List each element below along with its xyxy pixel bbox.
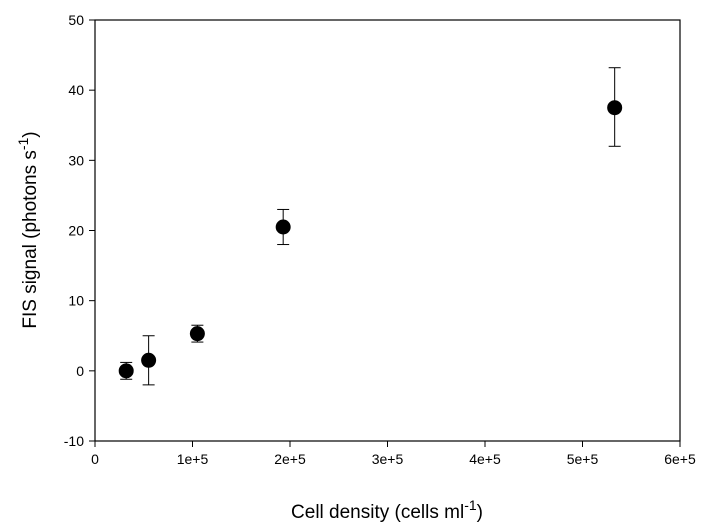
x-axis-title-close: ) xyxy=(477,502,483,523)
data-point xyxy=(607,100,623,116)
x-axis-title: Cell density (cells ml-1) xyxy=(291,497,483,523)
y-axis-title-close: ) xyxy=(20,131,41,137)
y-tick-label: 20 xyxy=(68,223,84,239)
x-tick-label: 4e+5 xyxy=(469,451,501,467)
y-axis-title-sup: -1 xyxy=(15,137,31,150)
x-tick-label: 5e+5 xyxy=(567,451,599,467)
data-point xyxy=(189,326,205,342)
y-axis-title-text: FIS signal (photons s xyxy=(20,150,41,328)
y-tick-label: -10 xyxy=(64,433,84,449)
x-tick-label: 3e+5 xyxy=(372,451,404,467)
x-axis-title-sup: -1 xyxy=(464,497,477,513)
data-points xyxy=(118,100,623,379)
x-tick-label: 2e+5 xyxy=(274,451,306,467)
y-tick-label: 0 xyxy=(76,363,84,379)
x-tick-label: 1e+5 xyxy=(177,451,209,467)
y-tick-label: 30 xyxy=(68,152,84,168)
data-point xyxy=(141,352,157,368)
y-tick-label: 10 xyxy=(68,293,84,309)
y-tick-label: 50 xyxy=(68,12,84,28)
axis-tick-labels: 0 1e+5 2e+5 3e+5 4e+5 5e+5 6e+5 -10 0 10 20 30 40 50 xyxy=(64,12,696,467)
y-tick-label: 40 xyxy=(68,82,84,98)
x-axis-title-text: Cell density (cells ml xyxy=(291,502,464,523)
plot-frame xyxy=(94,19,681,442)
y-axis-title: FIS signal (photons s-1) xyxy=(15,131,41,328)
data-point xyxy=(275,219,291,235)
data-point xyxy=(118,363,134,379)
x-tick-label: 0 xyxy=(91,451,99,467)
axis-ticks xyxy=(89,19,681,447)
x-tick-label: 6e+5 xyxy=(664,451,696,467)
